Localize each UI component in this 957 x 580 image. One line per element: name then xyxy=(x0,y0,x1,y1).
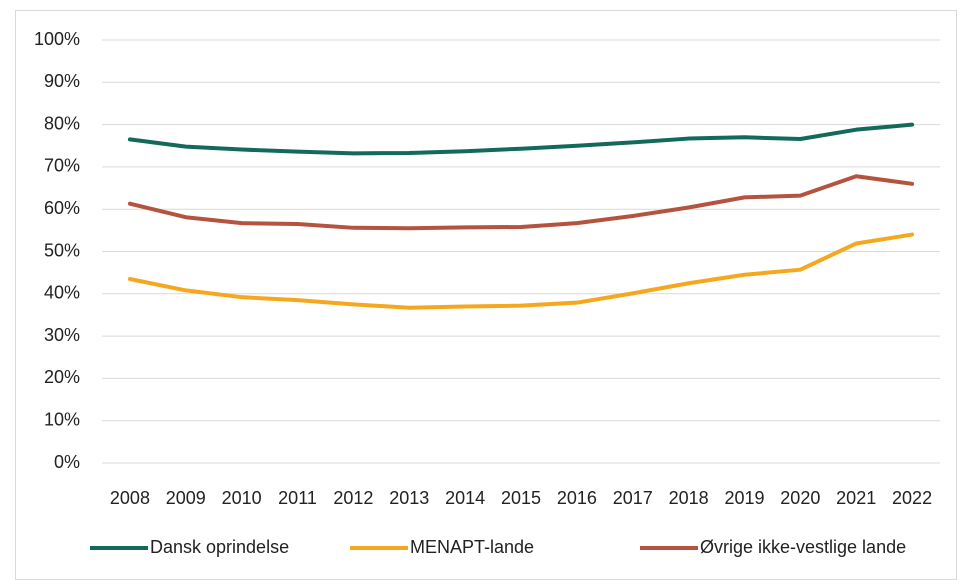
x-tick-label: 2022 xyxy=(892,488,932,508)
x-tick-label: 2014 xyxy=(445,488,485,508)
y-tick-label: 20% xyxy=(44,367,80,387)
x-tick-label: 2017 xyxy=(613,488,653,508)
series-line xyxy=(127,174,915,231)
x-tick-label: 2009 xyxy=(166,488,206,508)
x-tick-label: 2019 xyxy=(724,488,764,508)
x-tick-label: 2013 xyxy=(389,488,429,508)
y-tick-label: 90% xyxy=(44,71,80,91)
series-line xyxy=(127,232,915,310)
chart-border xyxy=(15,10,957,580)
y-tick-label: 30% xyxy=(44,325,80,345)
x-tick-label: 2016 xyxy=(557,488,597,508)
legend-label: Øvrige ikke-vestlige lande xyxy=(700,537,906,557)
x-tick-label: 2021 xyxy=(836,488,876,508)
x-tick-label: 2015 xyxy=(501,488,541,508)
y-tick-label: 50% xyxy=(44,240,80,260)
legend-label: MENAPT-lande xyxy=(410,537,534,557)
legend-label: Dansk oprindelse xyxy=(150,537,289,557)
x-tick-label: 2010 xyxy=(222,488,262,508)
y-tick-label: 100% xyxy=(34,29,80,49)
y-tick-label: 70% xyxy=(44,156,80,176)
x-tick-label: 2011 xyxy=(278,488,317,508)
x-tick-label: 2020 xyxy=(780,488,820,508)
series-line xyxy=(127,122,915,156)
y-tick-label: 0% xyxy=(54,452,80,472)
x-tick-label: 2008 xyxy=(110,488,150,508)
y-tick-label: 10% xyxy=(44,409,80,429)
y-tick-label: 80% xyxy=(44,113,80,133)
y-tick-label: 40% xyxy=(44,283,80,303)
x-tick-label: 2018 xyxy=(669,488,709,508)
y-tick-label: 60% xyxy=(44,198,80,218)
x-tick-label: 2012 xyxy=(333,488,373,508)
